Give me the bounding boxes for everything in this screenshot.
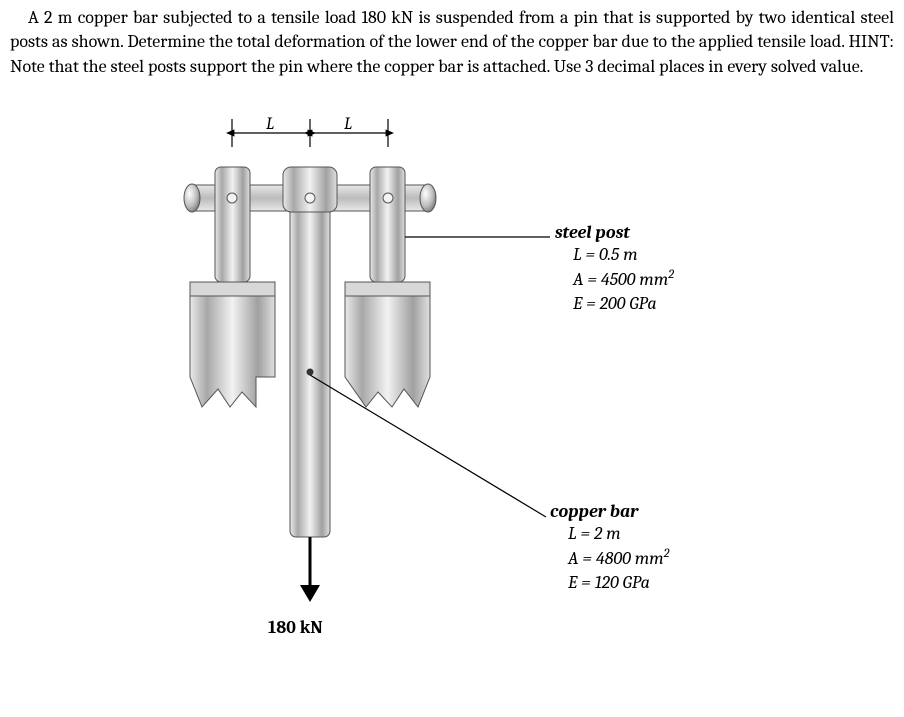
annotation-steel-post: steel post L = 0.5 m A = 4500 mm2 E = 20… (555, 222, 674, 317)
copper-bar (283, 167, 337, 537)
steel-E: E = 200 GPa (555, 292, 674, 316)
figure-area: L L (0, 79, 904, 639)
copper-A-val: A = 4800 mm (568, 548, 664, 569)
load-arrow (300, 537, 320, 602)
dimension-marks (232, 119, 388, 147)
steel-A: A = 4500 mm2 (555, 267, 674, 292)
copper-E: E = 120 GPa (550, 571, 669, 595)
load-label: 180 kN (268, 617, 323, 638)
copper-L: L = 2 m (550, 522, 669, 546)
copper-heading: copper bar (550, 501, 669, 522)
steel-heading: steel post (555, 222, 674, 243)
copper-A: A = 4800 mm2 (550, 546, 669, 571)
dim-label-left: L (266, 117, 274, 134)
steel-L: L = 0.5 m (555, 243, 674, 267)
assembly-diagram: L L (170, 117, 450, 617)
problem-statement: A 2 m copper bar subjected to a tensile … (0, 0, 904, 79)
steel-A-val: A = 4500 mm (573, 269, 668, 290)
copper-A-exp: 2 (664, 547, 670, 561)
dim-label-right: L (344, 117, 352, 134)
leader-copper (0, 79, 904, 639)
steel-A-exp: 2 (668, 268, 674, 282)
annotation-copper-bar: copper bar L = 2 m A = 4800 mm2 E = 120 … (550, 501, 669, 596)
leader-steel (0, 79, 904, 639)
